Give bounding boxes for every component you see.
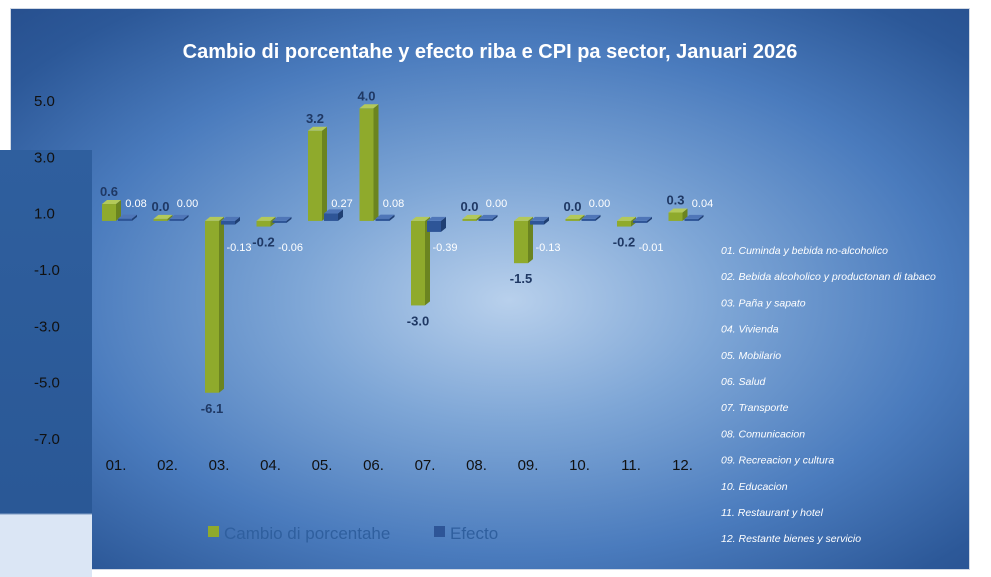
sector-legend-item: 05. Mobilario xyxy=(721,350,781,362)
legend-swatch-cambio xyxy=(208,526,219,537)
data-label-efecto: -0.06 xyxy=(278,242,303,254)
bar-efecto-11 xyxy=(633,216,652,223)
sector-legend: 01. Cuminda y bebida no-alcoholico 02. Be… xyxy=(721,245,936,545)
data-label-efecto: 0.08 xyxy=(383,198,404,210)
bar-efecto-06 xyxy=(375,214,395,221)
data-label-cambio: 0.0 xyxy=(563,199,581,214)
y-axis: 5.0 3.0 1.0 -1.0 -3.0 -5.0 -7.0 xyxy=(34,93,60,448)
bar-cambio-09 xyxy=(514,216,533,264)
sector-legend-item: 11. Restaurant y hotel xyxy=(721,507,824,519)
bar-cambio-06 xyxy=(359,104,379,221)
data-label-cambio: -1.5 xyxy=(510,271,532,286)
bar-efecto-01 xyxy=(118,214,137,221)
sector-legend-item: 12. Restante bienes y servicio xyxy=(721,533,861,545)
sector-legend-item: 10. Educacion xyxy=(721,481,788,493)
data-label-cambio: 0.0 xyxy=(460,199,478,214)
x-tick-label: 04. xyxy=(260,457,281,474)
data-label-cambio: 0.0 xyxy=(151,199,169,214)
legend: Cambio di porcentahe Efecto xyxy=(208,524,498,543)
data-label-cambio: -0.2 xyxy=(252,235,274,250)
x-tick-label: 10. xyxy=(569,457,590,474)
data-label-efecto: -0.01 xyxy=(638,242,663,254)
left-decor-strip xyxy=(0,150,92,577)
chart-area xyxy=(10,8,970,570)
x-tick-label: 03. xyxy=(209,457,230,474)
sector-legend-item: 07. Transporte xyxy=(721,402,789,414)
x-tick-label: 09. xyxy=(518,457,539,474)
sector-legend-item: 06. Salud xyxy=(721,376,767,388)
data-label-cambio: 0.6 xyxy=(100,184,118,199)
bar-efecto-08 xyxy=(478,214,498,221)
data-label-efecto: 0.00 xyxy=(486,198,507,210)
data-label-efecto: -0.39 xyxy=(432,242,457,254)
bar-cambio-10 xyxy=(565,214,585,221)
bar-efecto-03 xyxy=(221,216,240,225)
y-tick-label: 3.0 xyxy=(34,149,55,166)
sector-legend-item: 08. Comunicacion xyxy=(721,428,805,440)
bar-efecto-02 xyxy=(169,214,189,221)
bar-efecto-10 xyxy=(581,214,601,221)
x-tick-label: 11. xyxy=(621,457,641,474)
data-label-cambio: 4.0 xyxy=(357,88,375,103)
data-label-cambio: 3.2 xyxy=(306,111,324,126)
bar-cambio-08 xyxy=(462,214,482,221)
data-label-efecto: 0.08 xyxy=(125,198,146,210)
data-label-cambio: -0.2 xyxy=(613,235,635,250)
y-tick-label: -1.0 xyxy=(34,262,60,279)
chart-title: Cambio di porcentahe y efecto riba e CPI… xyxy=(183,41,798,63)
data-label-cambio: 0.3 xyxy=(666,192,684,207)
legend-label-cambio: Cambio di porcentahe xyxy=(224,524,390,543)
bar-cambio-01 xyxy=(102,200,121,221)
x-tick-label: 01. xyxy=(106,457,127,474)
data-label-cambio: -6.1 xyxy=(201,401,223,416)
legend-swatch-efecto xyxy=(434,526,445,537)
sector-legend-item: 02. Bebida alcoholico y productonan di t… xyxy=(721,271,936,283)
bar-cambio-03 xyxy=(205,216,224,393)
x-tick-label: 07. xyxy=(415,457,436,474)
y-tick-label: 1.0 xyxy=(34,206,55,223)
data-label-cambio: -3.0 xyxy=(407,313,429,328)
bar-cambio-02 xyxy=(153,214,173,221)
bar-efecto-07 xyxy=(427,216,446,232)
x-tick-label: 08. xyxy=(466,457,487,474)
sector-legend-item: 04. Vivienda xyxy=(721,324,779,336)
data-label-efecto: 0.00 xyxy=(589,198,610,210)
data-label-efecto: 0.04 xyxy=(692,198,713,210)
sector-legend-item: 09. Recreacion y cultura xyxy=(721,455,834,467)
sector-legend-item: 03. Paña y sapato xyxy=(721,297,806,309)
bars: 0.60.08 0.0 0.00-6.1-0.13 -0.2 -0.063.20.274… xyxy=(100,88,713,415)
y-tick-label: 5.0 xyxy=(34,93,55,110)
x-tick-label: 06. xyxy=(363,457,384,474)
bar-efecto-05 xyxy=(324,209,343,221)
data-label-efecto: 0.00 xyxy=(177,198,198,210)
x-tick-label: 05. xyxy=(312,457,333,474)
x-tick-label: 12. xyxy=(672,457,693,474)
data-label-efecto: -0.13 xyxy=(226,242,251,254)
y-tick-label: -7.0 xyxy=(34,431,60,448)
bar-efecto-04 xyxy=(272,216,292,223)
bar-cambio-05 xyxy=(308,126,327,221)
bar-efecto-12 xyxy=(684,214,704,221)
sector-legend-item: 01. Cuminda y bebida no-alcoholico xyxy=(721,245,888,257)
x-tick-label: 02. xyxy=(157,457,178,474)
data-label-efecto: -0.13 xyxy=(535,242,560,254)
y-tick-label: -3.0 xyxy=(34,318,60,335)
x-axis: 01. 02. 03. 04. 05. 06. 07. 08. 09. 10. 11. 12. xyxy=(106,457,693,474)
bar-cambio-07 xyxy=(411,216,430,306)
data-label-efecto: 0.27 xyxy=(331,198,352,210)
bar-efecto-09 xyxy=(530,216,549,225)
legend-label-efecto: Efecto xyxy=(450,524,498,543)
y-tick-label: -5.0 xyxy=(34,375,60,392)
